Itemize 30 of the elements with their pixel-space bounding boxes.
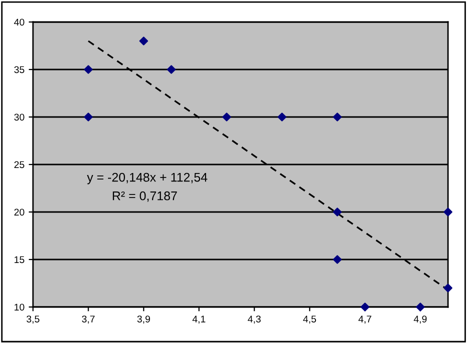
x-tick-label: 3,7 xyxy=(82,316,95,324)
point xyxy=(139,36,148,46)
x-tick-label: 4,7 xyxy=(358,316,372,324)
y-tick-label: 35 xyxy=(14,66,24,74)
point xyxy=(444,208,452,216)
point xyxy=(332,208,342,216)
point xyxy=(84,112,93,122)
point xyxy=(444,284,452,292)
point xyxy=(222,112,232,122)
y-tick-label: 25 xyxy=(14,161,24,168)
annotation: y = -20,148x + 112,54 xyxy=(86,172,208,184)
point xyxy=(360,302,370,312)
point xyxy=(332,112,342,122)
point xyxy=(166,65,176,74)
x-tick-label: 4,9 xyxy=(414,316,427,324)
x-tick-label: 3,9 xyxy=(137,316,150,324)
y-tick-label: 40 xyxy=(14,18,24,26)
x-tick-label: 4,3 xyxy=(248,316,261,324)
x-tick-label: 4,1 xyxy=(192,316,206,324)
y-tick-label: 10 xyxy=(14,304,24,311)
point xyxy=(278,112,286,122)
point xyxy=(332,255,342,264)
point xyxy=(84,65,93,74)
x-tick-label: 3,5 xyxy=(26,316,40,324)
point xyxy=(416,302,425,312)
x-tick-label: 4,5 xyxy=(303,316,316,324)
annotation: R² = 0,7187 xyxy=(112,191,177,202)
y-tick-label: 15 xyxy=(14,256,24,264)
y-tick-label: 20 xyxy=(14,208,24,216)
y-tick-label: 30 xyxy=(14,114,24,121)
